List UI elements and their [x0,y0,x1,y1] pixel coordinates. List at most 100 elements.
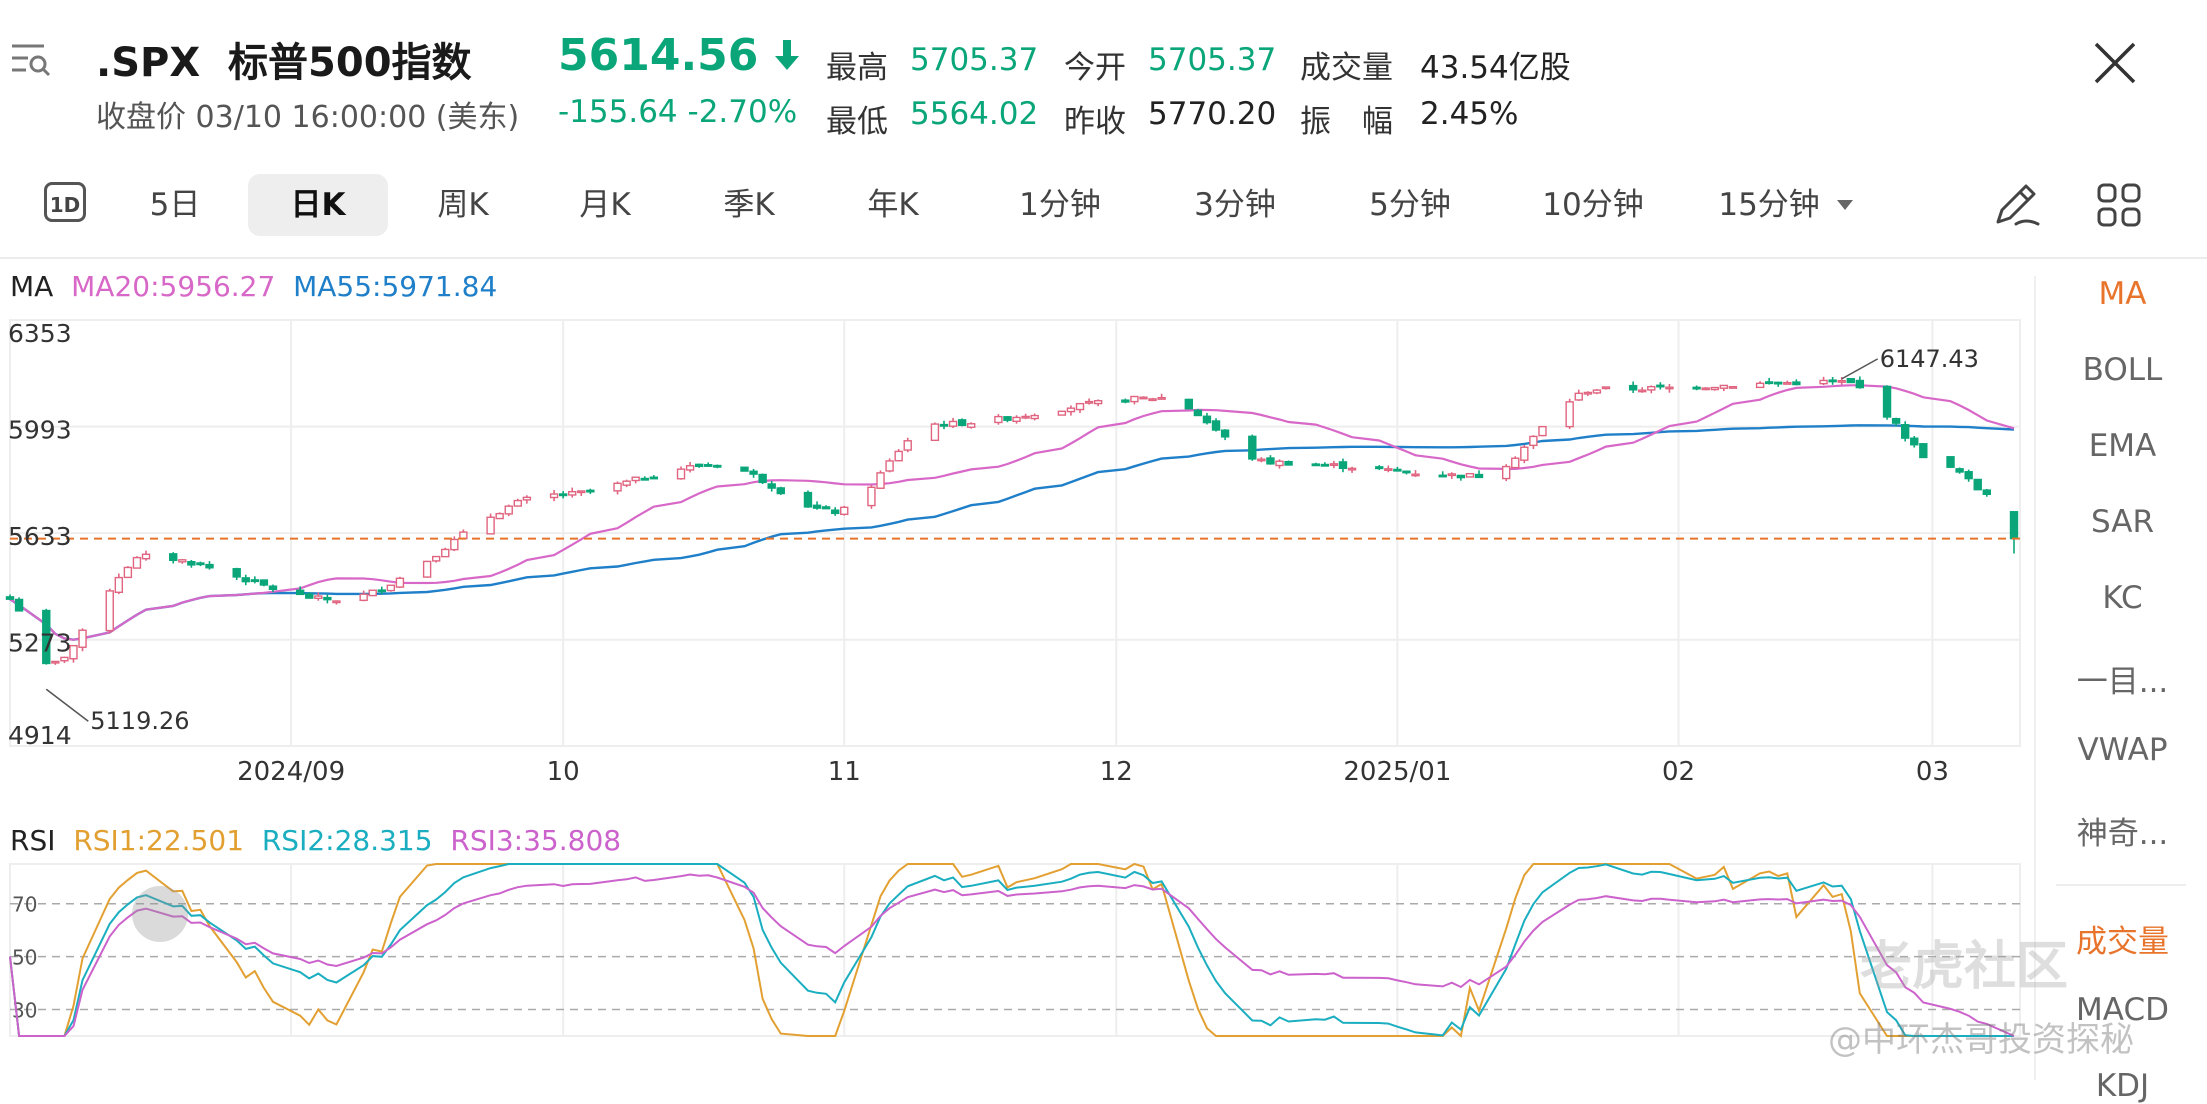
candle-up [1583,391,1593,395]
candle-up [395,577,405,588]
stat-high-value: 5705.37 [910,42,1039,78]
y-tick-label: 5993 [8,416,72,445]
candle-up [1093,399,1103,405]
candle-up [1021,415,1030,419]
tab-monthly-k[interactable]: 月K [579,187,631,223]
tab-10min[interactable]: 10分钟 [1542,187,1644,223]
drag-handle-icon[interactable] [132,886,188,942]
candle-up [1257,458,1266,462]
stat-high-label: 最高 [826,50,888,86]
tab-5min[interactable]: 5分钟 [1369,187,1451,223]
tab-weekly-k[interactable]: 周K [437,187,489,223]
side-item-kc[interactable]: KC [2102,580,2143,616]
stat-volume-value: 43.54亿股 [1420,50,1571,86]
stat-low-value: 5564.02 [910,96,1039,132]
candle-down [558,493,568,497]
candle-down [1248,435,1257,460]
candle-down [586,489,595,493]
candle-up [1012,416,1021,422]
candle-up [105,590,114,632]
rsi-tick-label: 50 [12,946,37,970]
low-annotation: 5119.26 [90,707,189,735]
candle-up [1384,468,1393,472]
tab-3min[interactable]: 3分钟 [1194,187,1276,223]
rsi3-line [9,873,2015,1037]
tab-5day[interactable]: 5日 [149,187,201,223]
candle-down [1375,466,1384,470]
close-icon[interactable] [2090,38,2140,88]
candle-down [1220,429,1230,438]
side-item-macd[interactable]: MACD [2076,992,2169,1028]
candle-down [250,579,260,583]
candle-up [1565,401,1574,428]
candles [5,376,2019,665]
candle-down [803,491,813,508]
side-item-sar[interactable]: SAR [2091,504,2154,540]
side-item-magic[interactable]: 神奇... [2076,816,2169,852]
candle-up [867,486,876,507]
stat-open-label: 今开 [1064,50,1126,86]
candle-down [713,464,722,468]
candle-up [495,512,504,520]
grid-layout-icon[interactable] [2096,182,2142,228]
tab-quarterly-k[interactable]: 季K [723,187,775,223]
arrow-down-icon [774,40,799,70]
last-price: 5614.56 [558,30,800,81]
candle-down [42,609,51,665]
list-search-icon[interactable] [8,38,52,82]
candle-up [486,516,495,535]
candle-up [1665,386,1674,390]
close-datetime: 03/10 16:00:00 (美东) [195,100,520,135]
candlestick-chart[interactable]: 6353 5993 5633 5273 4914 2024/09 10 11 12 2025/01… [0,300,2030,816]
x-tick-label: 02 [1662,757,1695,787]
candle-up [1710,386,1719,391]
candle-up [1130,395,1139,403]
candle-up [459,531,468,540]
tab-1min[interactable]: 1分钟 [1019,187,1101,223]
tab-yearly-k[interactable]: 年K [867,187,919,223]
annotation-leader [1841,358,1879,380]
rsi-tick-label: 70 [12,893,37,917]
side-item-ma[interactable]: MA [2098,276,2147,312]
candle-up [840,506,849,516]
candle-up [577,490,586,494]
ma55-line [9,424,2015,641]
candle-up [1719,384,1729,389]
candle-up [314,595,323,599]
candle-down [1910,437,1919,446]
side-item-ichimoku[interactable]: 一目... [2076,664,2169,700]
candle-down [1338,461,1348,470]
candle-up [1084,400,1094,404]
candle-down [1003,416,1012,421]
side-item-volume[interactable]: 成交量 [2076,924,2169,960]
candle-up [549,493,559,499]
side-item-vwap[interactable]: VWAP [2077,732,2168,768]
candle-up [885,460,894,472]
tab-daily-k[interactable]: 日K [248,174,388,236]
candle-up [1701,387,1710,391]
candle-down [5,596,15,600]
candle-down [957,419,967,427]
ma-legend: MA MA20:5956.27 MA55:5971.84 [10,270,497,303]
candle-up [1329,463,1339,467]
candle-up [1592,389,1602,394]
side-item-boll[interactable]: BOLL [2082,352,2163,388]
candle-down [241,577,250,583]
side-item-ema[interactable]: EMA [2088,428,2157,464]
pen-drawing-icon[interactable] [1990,178,2042,230]
stock-name: 标普500指数 [228,40,472,86]
side-item-kdj[interactable]: KDJ [2095,1068,2150,1104]
candle-down [323,596,332,601]
tab-15min[interactable]: 15分钟 [1706,174,1866,236]
candle-up [994,415,1003,424]
candle-down [1393,468,1402,472]
candle-down [1438,474,1447,478]
candle-up [903,440,912,451]
candle-up [1139,396,1148,400]
x-tick-label: 10 [547,757,580,787]
tab-intraday-1d[interactable]: 1D [44,182,86,222]
main-labels: 6353 5993 5633 5273 4914 2024/09 10 11 12 2025/01… [8,319,2020,787]
candle-up [1728,385,1738,389]
indicator-side-panel: MA BOLL EMA SAR KC 一目... VWAP 神奇... 成交量 … [2034,276,2207,1104]
